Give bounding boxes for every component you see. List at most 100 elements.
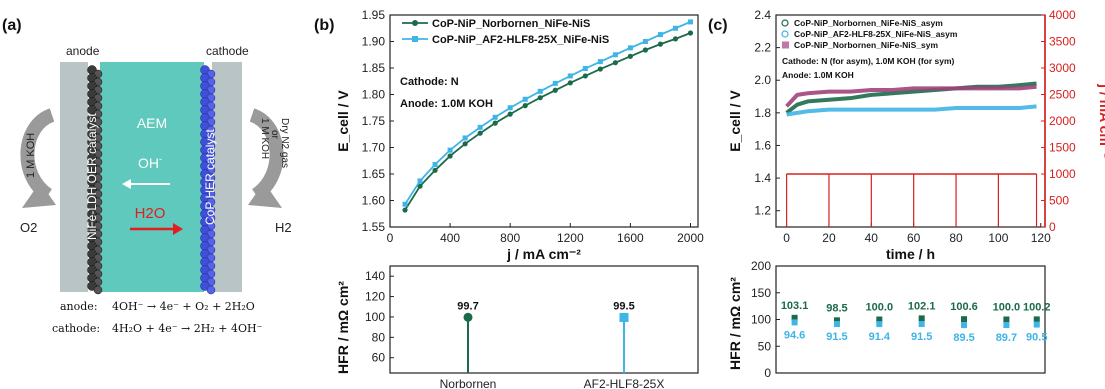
water-label: H2O bbox=[135, 205, 166, 222]
y-tick-label: 2.2 bbox=[754, 41, 771, 55]
panel-c-label: (c) bbox=[708, 17, 728, 34]
x-tick-label: 100 bbox=[988, 231, 1008, 245]
legend-label: CoP-NiP_Norbornen_NiFe-NiS_sym bbox=[794, 40, 938, 50]
data-point bbox=[657, 41, 664, 47]
lollipop-head bbox=[463, 312, 473, 322]
annotation-cathode: Cathode: N (for asym), 1.0M KOH (for sym… bbox=[782, 56, 955, 66]
hfr-point bbox=[791, 319, 798, 326]
hfr-value-label: 103.1 bbox=[781, 300, 809, 312]
x-tick-label: 0 bbox=[387, 231, 394, 245]
hfr-point bbox=[1003, 322, 1010, 329]
series-line-2 bbox=[786, 104, 1037, 117]
h2-product: H2 bbox=[275, 220, 292, 235]
polarization-chart: 0 400 800 1200 1600 2000 1.55 1.60 1.65 1.70 1.75 1… bbox=[335, 8, 704, 262]
data-point bbox=[612, 52, 618, 58]
x-tick-label: 800 bbox=[500, 231, 520, 245]
data-point bbox=[552, 87, 558, 93]
hfr-point bbox=[918, 321, 925, 328]
data-point bbox=[417, 178, 423, 184]
x-axis-title: j / mA cm⁻² bbox=[506, 246, 581, 262]
data-point bbox=[627, 53, 633, 59]
y-tick-label: 1.8 bbox=[754, 106, 771, 120]
y2-tick-label: 4000 bbox=[1049, 8, 1076, 22]
data-point bbox=[657, 32, 663, 38]
hfr-value-label: 100.0 bbox=[993, 302, 1021, 314]
data-point bbox=[642, 39, 648, 44]
y-axis-title: HFR / mΩ cm² bbox=[727, 277, 743, 370]
legend-label: CoP-NiP_AF2-HLF8-25X_NiFe-NiS bbox=[432, 34, 609, 46]
y-tick-label: 1.2 bbox=[754, 204, 771, 218]
y-tick-label: 60 bbox=[372, 351, 386, 365]
hfr-point bbox=[833, 317, 840, 324]
data-point bbox=[402, 207, 408, 213]
y-tick-label: 1.4 bbox=[754, 171, 771, 185]
anode-equation: 4OH⁻ → 4e⁻ + O₂ + 2H₂O bbox=[112, 300, 255, 313]
hfr-value-label: 98.5 bbox=[826, 302, 847, 314]
data-point bbox=[477, 130, 483, 136]
y-axis-title: E_cell / V bbox=[335, 90, 351, 152]
legend-marker bbox=[781, 19, 789, 27]
y2-axis-title: j / mA cm⁻² bbox=[1097, 83, 1105, 158]
o2-product: O2 bbox=[20, 220, 37, 235]
hfr-value-label: 102.1 bbox=[908, 300, 936, 312]
hfr-value-label: 100.6 bbox=[950, 301, 978, 313]
cathode-label: cathode bbox=[206, 44, 249, 58]
annotation-anode: Anode: 1.0M KOH bbox=[400, 98, 493, 110]
legend-marker bbox=[412, 36, 418, 42]
y2-tick-label: 500 bbox=[1049, 194, 1069, 208]
value-label: 99.5 bbox=[613, 300, 634, 312]
hfr-value-label: 91.5 bbox=[911, 331, 932, 343]
data-point bbox=[477, 124, 483, 130]
y-tick-label: 1.80 bbox=[362, 88, 386, 102]
cathode-catalyst-label: CoP HER catalyst bbox=[203, 129, 217, 225]
category-label: AF2-HLF8-25X bbox=[584, 377, 665, 389]
anode-catalyst-particles bbox=[87, 65, 103, 295]
y-tick-label: 50 bbox=[758, 339, 772, 353]
data-point bbox=[492, 120, 498, 126]
y-axis-title: E_cell / V bbox=[727, 90, 743, 152]
oh-ion-label: OH- bbox=[138, 154, 162, 171]
hfr-point bbox=[876, 321, 883, 328]
y2-tick-label: 2500 bbox=[1049, 88, 1076, 102]
y-tick-label: 200 bbox=[751, 259, 771, 273]
y2-tick-label: 1500 bbox=[1049, 141, 1076, 155]
data-point bbox=[597, 59, 603, 65]
data-point bbox=[582, 66, 588, 72]
right-feed-line1: Dry N2 gas bbox=[279, 118, 290, 168]
category-label: Norbornen bbox=[440, 377, 497, 389]
data-point bbox=[462, 135, 468, 141]
data-point bbox=[417, 183, 423, 189]
data-point bbox=[507, 111, 513, 117]
y2-tick-label: 2000 bbox=[1049, 114, 1076, 128]
data-point bbox=[642, 47, 649, 53]
hfr-point bbox=[961, 322, 968, 329]
cathode-plate bbox=[212, 62, 242, 292]
y-tick-label: 2.0 bbox=[754, 73, 771, 87]
hfr-value-label: 91.4 bbox=[869, 331, 891, 343]
y2-tick-label: 3500 bbox=[1049, 35, 1076, 49]
y-tick-label: 150 bbox=[751, 286, 771, 300]
x-tick-label: 400 bbox=[440, 231, 460, 245]
right-feed-arrowhead bbox=[248, 182, 282, 208]
x-tick-label: 120 bbox=[1031, 231, 1051, 245]
cathode-particle bbox=[206, 285, 216, 295]
left-feed-label: 1 M KOH bbox=[25, 133, 37, 178]
hfr-value-label: 90.5 bbox=[1026, 332, 1047, 344]
right-feed-line3: 1 M KOH bbox=[259, 118, 270, 159]
y-tick-label: 1.90 bbox=[362, 35, 386, 49]
x-axis-title: time / h bbox=[886, 246, 935, 262]
y-tick-label: 1.60 bbox=[362, 194, 386, 208]
y-tick-label: 1.85 bbox=[362, 61, 386, 75]
anode-plate bbox=[60, 62, 88, 292]
panel-b-label: (b) bbox=[314, 17, 334, 34]
legend-marker bbox=[781, 30, 789, 38]
x-tick-label: 80 bbox=[949, 231, 963, 245]
legend-label: CoP-NiP_Norbornen_NiFe-NiS_asym bbox=[794, 18, 943, 28]
durability-chart: 0 20 40 60 80 100 120 1.2 1.4 1.6 1.8 2.0 2.2 2.4 0 500… bbox=[727, 8, 1105, 262]
data-point bbox=[612, 60, 618, 66]
data-point bbox=[537, 95, 543, 101]
hfr-point bbox=[1003, 316, 1010, 323]
x-tick-label: 2000 bbox=[677, 231, 704, 245]
y-tick-label: 100 bbox=[365, 310, 385, 324]
hfr-point bbox=[1033, 321, 1040, 328]
